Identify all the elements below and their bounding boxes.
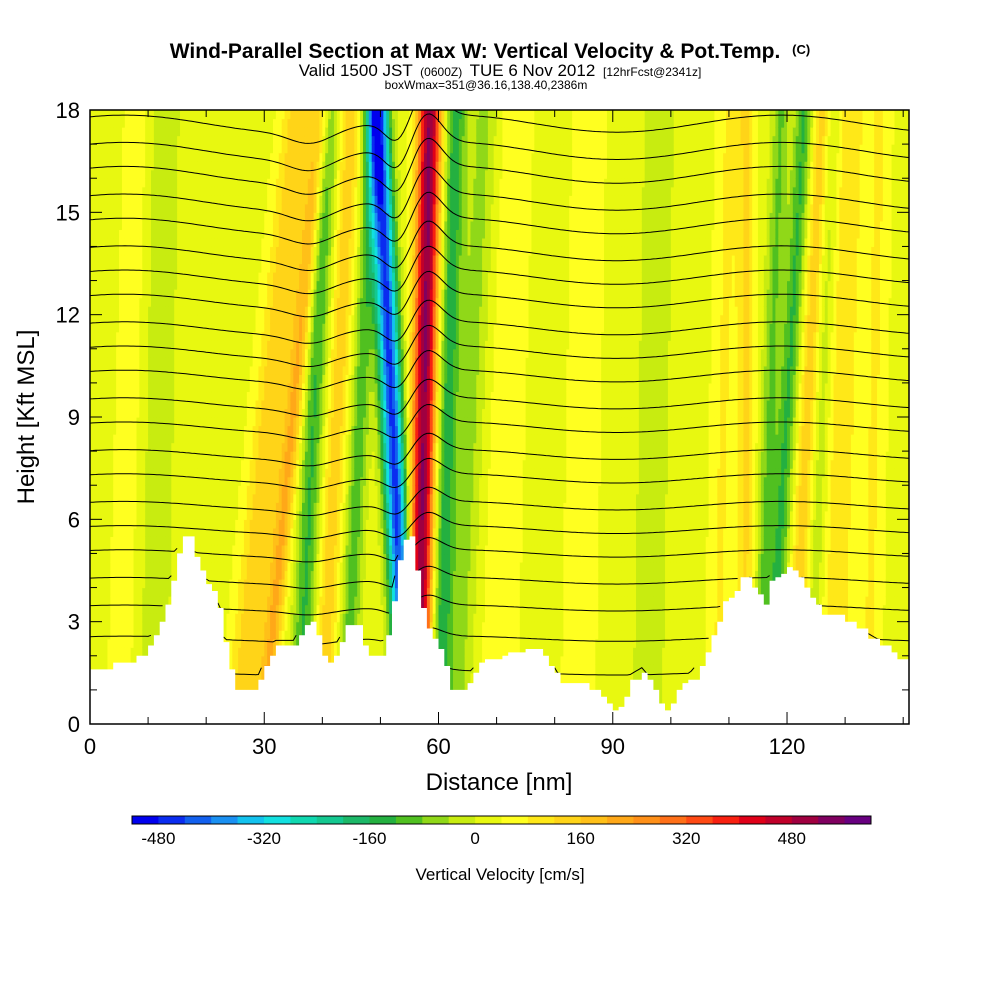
chart-title: Wind-Parallel Section at Max W: Vertical…	[170, 40, 810, 63]
utc-time-text: (0600Z)	[420, 65, 462, 79]
chart-title-text: Wind-Parallel Section at Max W: Vertical…	[170, 40, 781, 63]
forecast-info-text: [12hrFcst@2341z]	[603, 65, 701, 79]
box-wmax-info: boxWmax=351@36.16,138.40,2386m	[385, 78, 588, 92]
copyright-mark: (C)	[792, 42, 810, 57]
